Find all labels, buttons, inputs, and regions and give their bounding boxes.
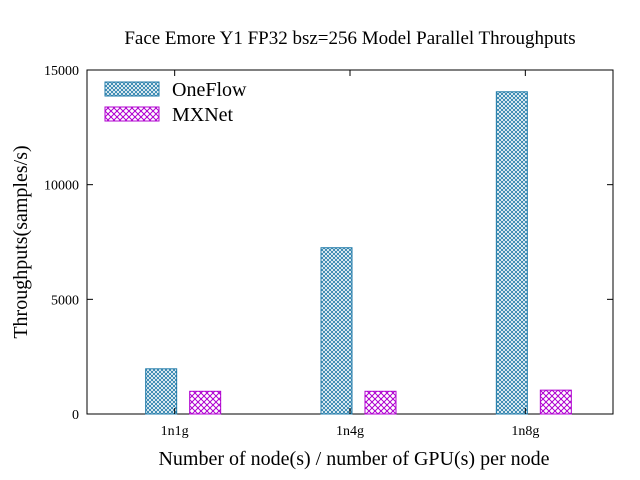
- bar-mxnet-1n4g: [364, 390, 397, 415]
- legend-label-oneflow: OneFlow: [172, 79, 247, 101]
- y-axis-label: Throughputs(samples/s): [10, 145, 32, 338]
- bar-oneflow-1n4g: [320, 247, 353, 415]
- bar-oneflow-1n1g: [145, 368, 178, 415]
- plot-area: 0 5000 10000 15000 1n1g 1n4g 1n8g OneFlow MXNet: [44, 64, 614, 439]
- x-axis-label: Number of node(s) / number of GPU(s) per…: [158, 448, 549, 470]
- bar-oneflow-1n8g: [495, 91, 528, 415]
- x-tick-label: 1n1g: [161, 424, 189, 439]
- x-tick-label: 1n8g: [511, 424, 539, 439]
- chart-title: Face Emore Y1 FP32 bsz=256 Model Paralle…: [124, 28, 575, 49]
- bar-mxnet-1n1g: [189, 390, 222, 415]
- y-tick-label: 15000: [44, 64, 79, 79]
- y-tick-label: 0: [72, 408, 79, 423]
- x-tick-label: 1n4g: [336, 424, 364, 439]
- bar-mxnet-1n8g: [539, 389, 572, 415]
- legend-label-mxnet: MXNet: [172, 104, 234, 126]
- legend-swatch-oneflow: [104, 81, 160, 97]
- y-tick-label: 5000: [51, 293, 79, 308]
- y-tick-label: 10000: [44, 179, 79, 194]
- legend-swatch-mxnet: [104, 106, 160, 122]
